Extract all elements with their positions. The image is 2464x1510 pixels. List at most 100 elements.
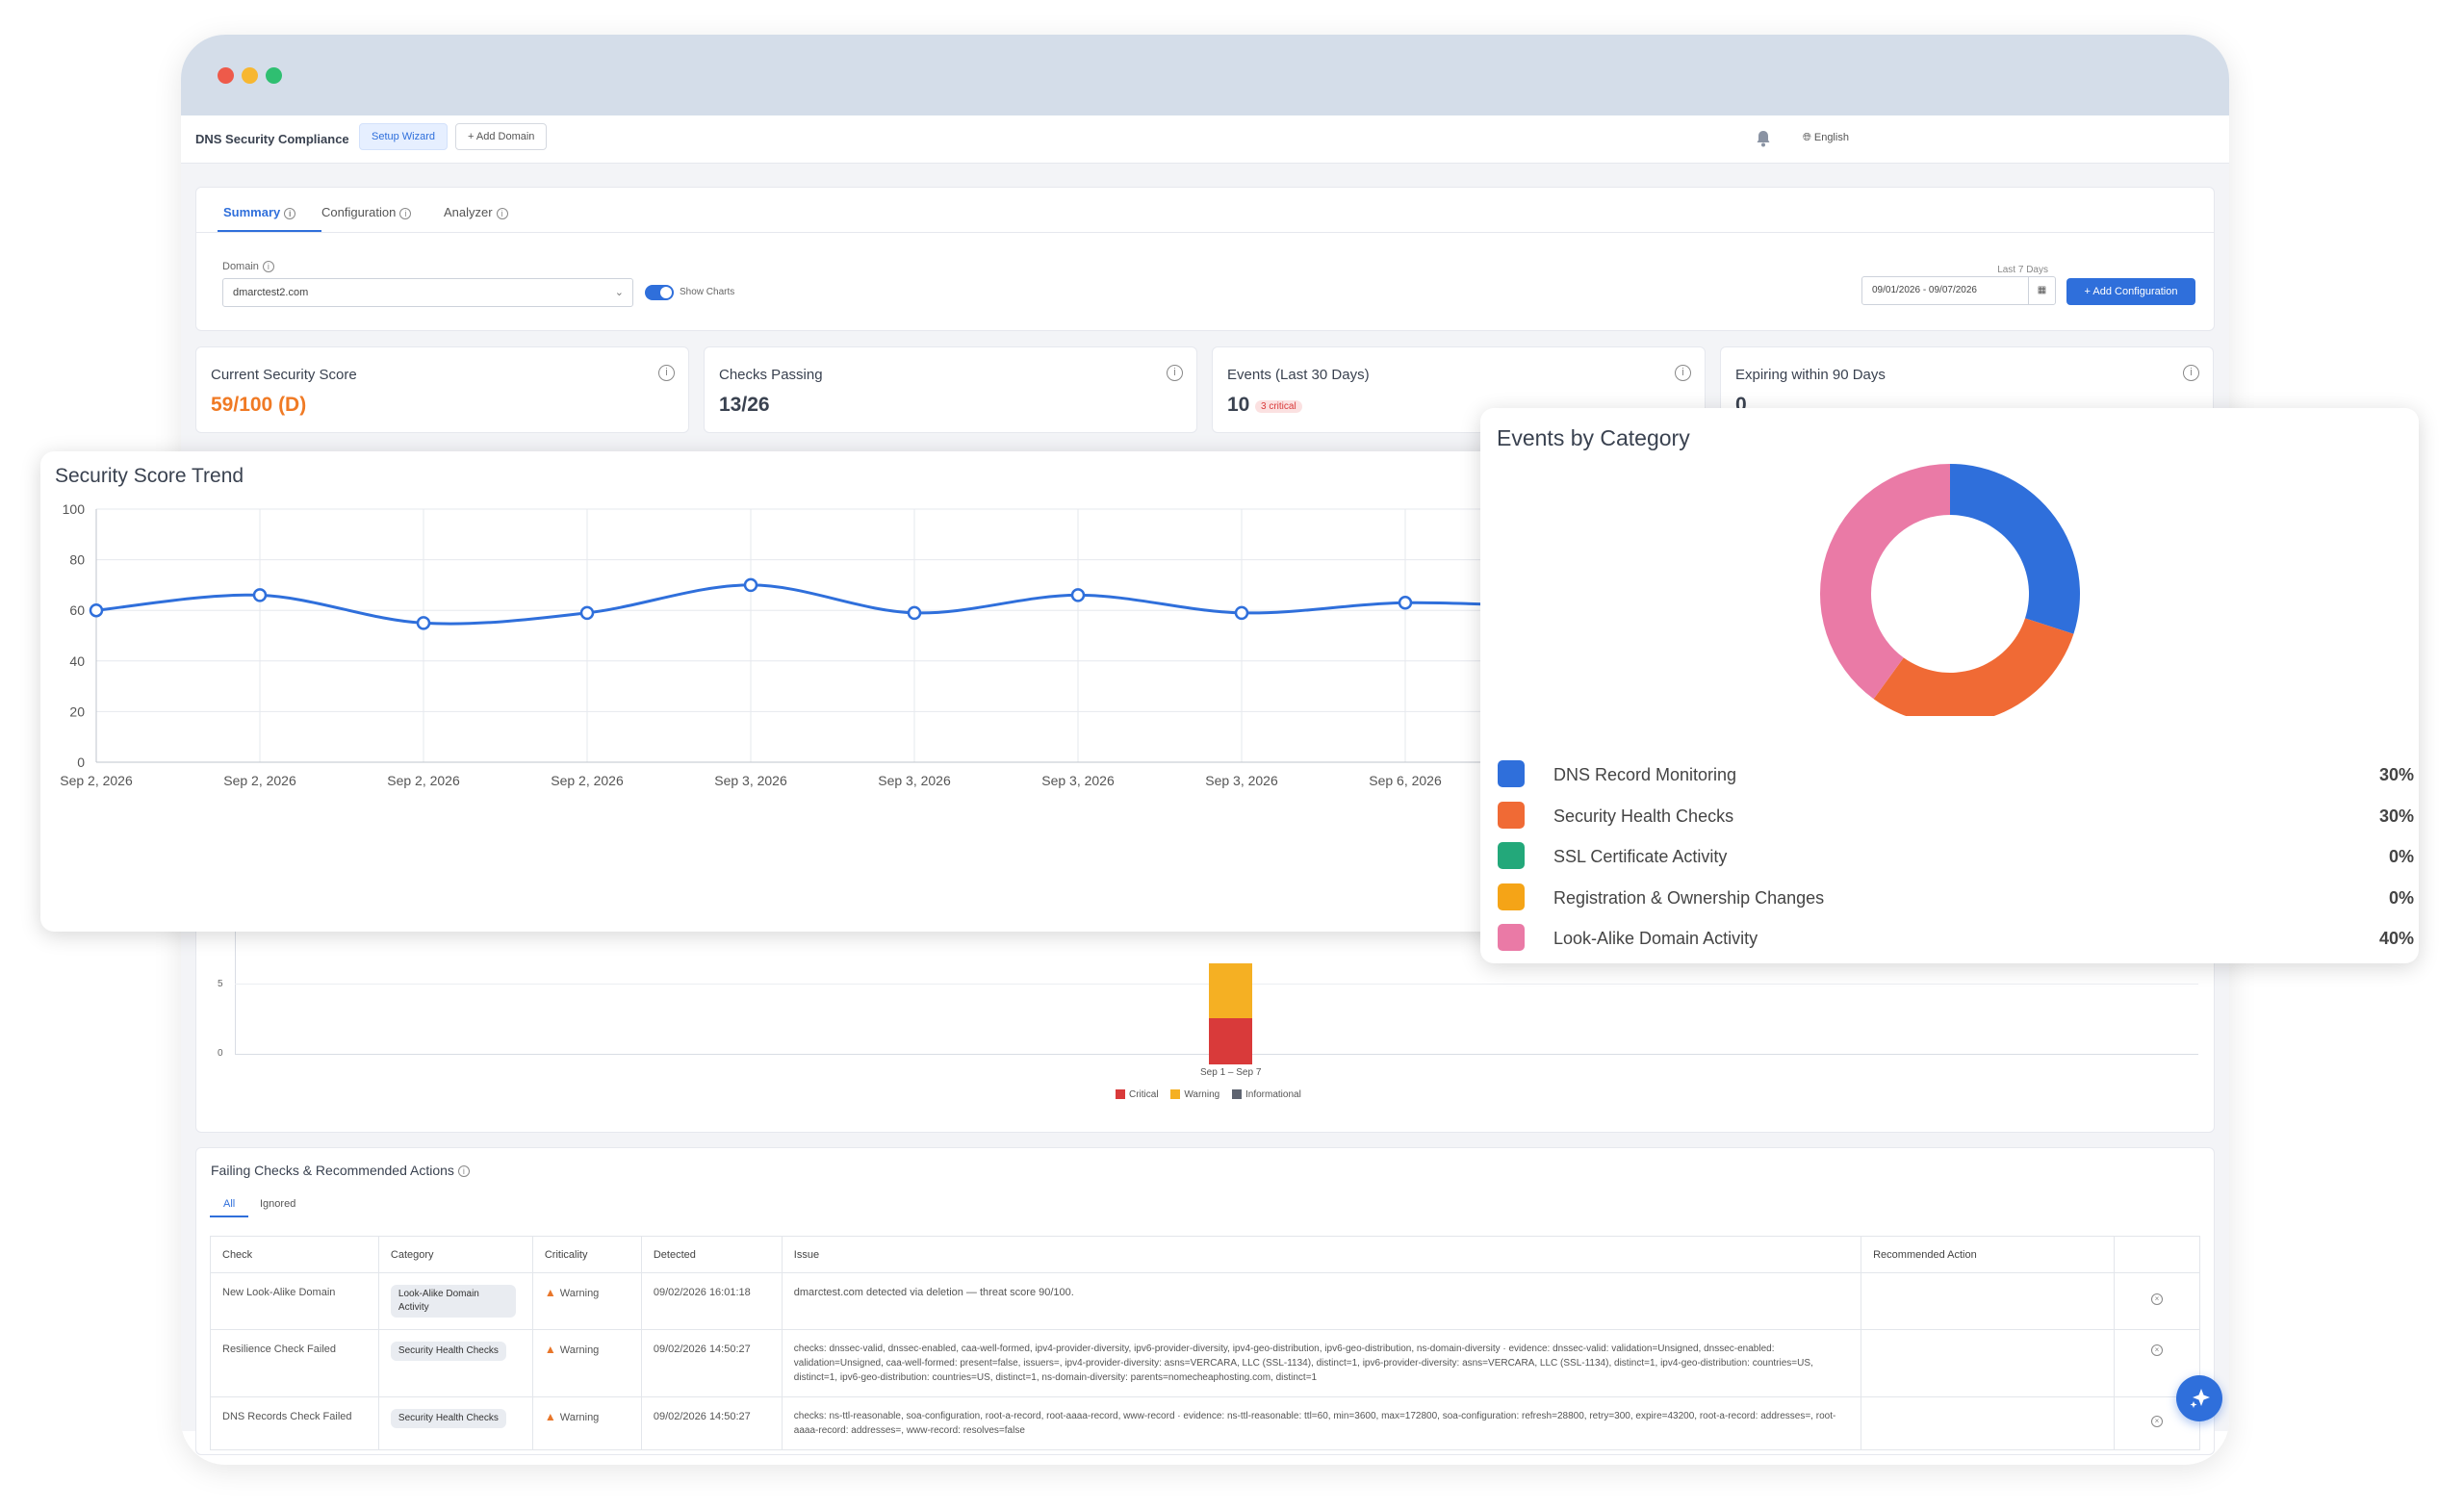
x-tick-label: Sep 3, 2026 [1205, 773, 1278, 788]
category-badge: Look-Alike Domain Activity [390, 1285, 516, 1318]
criticality-label: Warning [559, 1412, 600, 1423]
column-header-issue[interactable]: Issue [781, 1236, 1862, 1273]
column-header-check[interactable]: Check [210, 1236, 379, 1273]
domain-select[interactable]: dmarctest2.com ⌄ [222, 278, 633, 307]
legend-item[interactable]: Registration & Ownership Changes 0% [1498, 883, 2414, 910]
info-icon: i [262, 261, 274, 273]
kpi-card-checks-passing: Checks Passing 13/26 i [704, 346, 1197, 433]
tab-configuration[interactable]: Configuration i [321, 205, 412, 219]
language-selector[interactable]: 🌐︎ English [1803, 132, 1849, 144]
info-icon[interactable]: i [1167, 365, 1183, 381]
add-configuration-button[interactable]: + Add Configuration [2066, 278, 2195, 305]
window-titlebar [181, 35, 2229, 115]
app-header: DNS Security Compliance Setup Wizard + A… [181, 115, 2229, 164]
critical-badge: 3 critical [1255, 400, 1302, 413]
cell-recommended-action [1861, 1329, 2115, 1397]
legend-swatch [1232, 1089, 1242, 1100]
globe-icon: 🌐︎ [1803, 132, 1814, 143]
info-icon[interactable]: i [2183, 365, 2199, 381]
tab-analyzer[interactable]: Analyzer i [444, 205, 508, 219]
legend-item[interactable]: DNS Record Monitoring 30% [1498, 760, 2414, 787]
tab-ignored[interactable]: Ignored [260, 1198, 296, 1210]
criticality-label: Warning [559, 1344, 600, 1356]
ignore-icon[interactable]: × [2150, 1344, 2163, 1356]
info-icon[interactable]: i [658, 365, 675, 381]
close-window-dot[interactable] [218, 67, 234, 84]
x-tick-label: Sep 6, 2026 [1369, 773, 1442, 788]
failing-checks-title-text: Failing Checks & Recommended Actions [211, 1163, 454, 1178]
x-tick-label: Sep 3, 2026 [878, 773, 951, 788]
kpi-card-security-score: Current Security Score 59/100 (D) i [195, 346, 689, 433]
security-score-trend-card: Security Score Trend 0 20 40 60 80 100 Sep 2, … [40, 451, 1569, 932]
x-tick-label: Sep 2, 2026 [60, 773, 133, 788]
legend-informational: Informational [1232, 1089, 1301, 1100]
table-header-row: Check Category Criticality Detected Issu… [210, 1236, 2201, 1273]
legend-swatch [1498, 801, 1525, 829]
security-score-line-chart: 0 20 40 60 80 100 Sep 2, 2026 Sep 2, 2026 Sep 2,… [60, 501, 1569, 788]
column-header-category[interactable]: Category [377, 1236, 533, 1273]
cell-recommended-action [1861, 1272, 2115, 1330]
info-icon[interactable]: i [1675, 365, 1691, 381]
criticality-indicator: ▲ Warning [544, 1343, 600, 1356]
sparkle-icon [2190, 1389, 2210, 1408]
y-tick-label: 0 [218, 1048, 223, 1059]
donut-title: Events by Category [1497, 425, 1690, 450]
failing-checks-table: Check Category Criticality Detected Issu… [210, 1236, 2201, 1450]
ai-assistant-button[interactable] [2176, 1375, 2222, 1421]
ignore-icon[interactable]: × [2150, 1293, 2163, 1305]
y-tick-label: 0 [77, 755, 85, 770]
domain-label-text: Domain [222, 261, 259, 272]
bar-segment-critical [1209, 1018, 1252, 1064]
column-header-criticality[interactable]: Criticality [531, 1236, 642, 1273]
x-tick-label: Sep 3, 2026 [714, 773, 787, 788]
minimize-window-dot[interactable] [242, 67, 258, 84]
kpi-label: Events (Last 30 Days) [1227, 367, 1370, 383]
legend-item[interactable]: SSL Certificate Activity 0% [1498, 842, 2414, 869]
warning-triangle-icon: ▲ [544, 1286, 556, 1299]
legend-swatch [1498, 883, 1525, 910]
add-domain-label: Add Domain [475, 131, 535, 142]
kpi-label: Current Security Score [211, 367, 357, 383]
date-range-input[interactable]: 09/01/2026 - 09/07/2026 ▦ [1861, 276, 2056, 305]
kpi-value: 10 [1227, 394, 1250, 416]
y-tick-label: 80 [69, 552, 85, 568]
x-axis-label: Sep 1 – Sep 7 [1200, 1067, 1262, 1078]
maximize-window-dot[interactable] [266, 67, 282, 84]
table-row[interactable]: Resilience Check Failed Security Health … [210, 1329, 2201, 1397]
table-row[interactable]: DNS Records Check Failed Security Health… [210, 1396, 2201, 1450]
x-tick-label: Sep 2, 2026 [387, 773, 460, 788]
cell-check: DNS Records Check Failed [210, 1396, 379, 1450]
calendar-icon[interactable]: ▦ [2028, 277, 2055, 304]
tab-summary[interactable]: Summary i [223, 205, 296, 219]
show-charts-label: Show Charts [680, 287, 735, 297]
add-domain-button[interactable]: + Add Domain [455, 123, 548, 150]
cell-issue: dmarctest.com detected via deletion — th… [781, 1272, 1862, 1330]
bell-icon[interactable] [1755, 129, 1772, 148]
warning-triangle-icon: ▲ [544, 1343, 556, 1356]
ignore-icon[interactable]: × [2150, 1416, 2163, 1427]
kpi-label: Expiring within 90 Days [1735, 367, 1886, 383]
x-tick-label: Sep 2, 2026 [551, 773, 624, 788]
legend-swatch [1498, 760, 1525, 787]
setup-wizard-button[interactable]: Setup Wizard [359, 123, 449, 150]
y-tick-label: 40 [69, 653, 85, 669]
column-header-detected[interactable]: Detected [640, 1236, 783, 1273]
tab-all[interactable]: All [223, 1198, 236, 1210]
legend-swatch [1498, 842, 1525, 869]
legend-item[interactable]: Security Health Checks 30% [1498, 801, 2414, 829]
domain-select-value: dmarctest2.com [233, 287, 309, 298]
tab-active-underline [218, 230, 321, 232]
show-charts-toggle[interactable] [645, 285, 674, 300]
legend-item[interactable]: Look-Alike Domain Activity 40% [1498, 924, 2414, 951]
legend-label: Security Health Checks [1553, 806, 1734, 826]
plus-icon: + [2084, 286, 2093, 297]
donut-slice [1950, 464, 2080, 634]
failing-checks-title: Failing Checks & Recommended Actions i [211, 1163, 470, 1178]
table-row[interactable]: New Look-Alike Domain Look-Alike Domain … [210, 1272, 2201, 1330]
legend-label: Look-Alike Domain Activity [1553, 929, 1758, 948]
kpi-card-events: Events (Last 30 Days) 10 3 critical i [1212, 346, 1706, 433]
events-donut-chart [1820, 464, 2080, 716]
info-icon: i [399, 207, 412, 219]
column-header-recommended-action[interactable]: Recommended Action [1861, 1236, 2115, 1273]
cell-detected: 09/02/2026 14:50:27 [640, 1396, 783, 1450]
